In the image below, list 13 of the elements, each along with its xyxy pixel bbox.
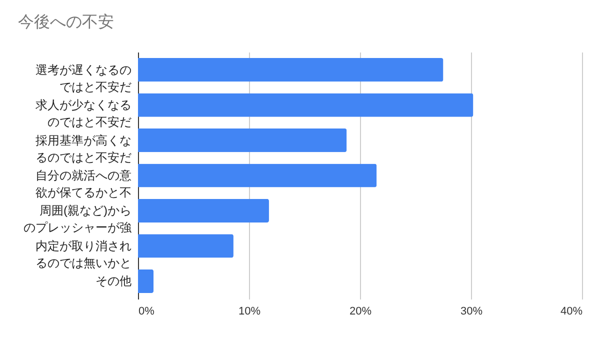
chart-title: 今後への不安 bbox=[18, 13, 114, 31]
y-tick-label: 採用基準が高くなるのではと不安だ bbox=[36, 133, 132, 164]
x-tick-label: 0% bbox=[138, 306, 155, 318]
y-tick-label: 周囲(親など)からのプレッシャーが強 bbox=[24, 204, 132, 235]
y-tick-label: 求人が少なくなるのではと不安だ bbox=[36, 98, 132, 130]
x-tick-label: 40% bbox=[560, 306, 583, 318]
x-tick-label: 20% bbox=[349, 306, 372, 318]
x-tick-label: 30% bbox=[460, 306, 483, 318]
y-tick-label: 内定が取り消されるのでは無いかと bbox=[36, 238, 132, 270]
y-tick-label: 自分の就活への意欲が保てるかと不 bbox=[36, 168, 132, 200]
y-tick-label: 選考が遅くなるのではと不安だ bbox=[36, 62, 132, 94]
y-tick-label: その他 bbox=[96, 274, 132, 288]
x-tick-label: 10% bbox=[238, 306, 261, 318]
